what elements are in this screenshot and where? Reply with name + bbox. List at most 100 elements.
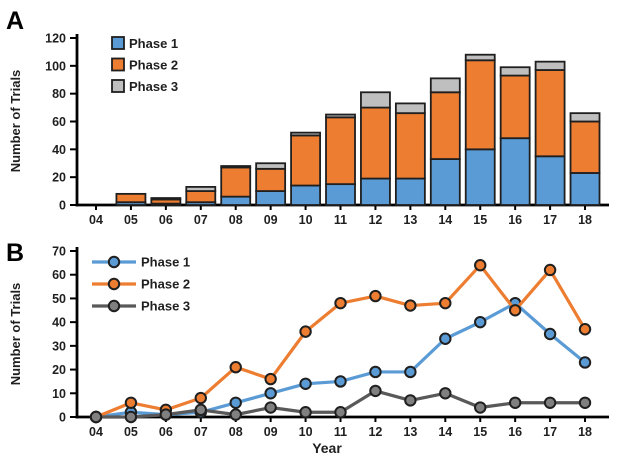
bar-segment — [255, 190, 287, 206]
data-point-marker — [229, 396, 242, 409]
legend-swatch — [111, 57, 125, 72]
data-point-marker — [369, 365, 382, 379]
legend-label: Phase 3 — [141, 299, 190, 314]
bar-segment — [185, 190, 217, 204]
bar-segment — [569, 172, 601, 206]
bar-segment — [185, 186, 217, 192]
x-tick-label: 10 — [299, 425, 313, 439]
bar-segment — [115, 192, 147, 204]
data-point-marker — [334, 296, 347, 310]
legend-marker — [107, 277, 121, 291]
bar-segment — [290, 131, 321, 137]
y-tick-label: 0 — [59, 199, 66, 213]
data-point-marker — [264, 387, 277, 400]
bar-segment — [325, 116, 356, 186]
x-tick-label: 06 — [159, 213, 173, 227]
data-point-marker — [439, 387, 452, 400]
data-point-marker — [508, 396, 522, 409]
data-point-marker — [229, 361, 242, 374]
x-tick-label: 16 — [508, 425, 522, 439]
bar-segment — [569, 112, 601, 123]
panel-a-y-axis-title: Number of Trials — [8, 69, 23, 173]
x-tick-label: 13 — [403, 425, 417, 439]
legend-swatch — [111, 79, 125, 93]
x-tick-label: 11 — [334, 425, 347, 439]
legend: Phase 1 Phase 2 Phase 3 — [92, 255, 190, 314]
data-point-marker — [124, 396, 138, 409]
x-tick-label: 10 — [299, 213, 313, 227]
data-point-marker — [299, 406, 312, 419]
x-tick-label: 15 — [473, 213, 487, 227]
bar-segment — [464, 59, 496, 151]
x-tick-label: 14 — [438, 213, 452, 227]
bar-segment — [569, 120, 601, 174]
x-tick-label: 07 — [194, 425, 208, 439]
data-point-marker — [439, 296, 452, 310]
bar-segment — [534, 69, 566, 158]
stacked-bars — [115, 53, 601, 206]
bar-segment — [499, 66, 531, 77]
x-tick-label: 07 — [194, 213, 208, 227]
data-point-marker — [439, 332, 452, 345]
legend-label: Phase 3 — [129, 79, 178, 94]
bar-segment — [464, 53, 496, 62]
y-tick-label: 40 — [52, 143, 66, 157]
data-point-marker — [508, 304, 522, 317]
bar-segment — [499, 137, 531, 206]
data-point-marker — [334, 375, 347, 388]
legend-label: Phase 1 — [141, 255, 190, 270]
x-tick-label: 08 — [229, 213, 243, 227]
panel-a-stacked-bar-chart: 0 20 40 60 80 100 120 04 05 06 07 08 09 10 11 12 13 14 15 1… — [45, 32, 609, 227]
x-tick-label: 13 — [403, 213, 417, 227]
y-tick-label: 60 — [52, 115, 66, 129]
data-point-marker — [194, 391, 207, 405]
x-tick-label: 06 — [159, 425, 173, 439]
bar-segment — [394, 102, 426, 115]
data-point-marker — [404, 365, 417, 379]
y-tick-label: 10 — [52, 387, 66, 401]
legend-label: Phase 2 — [129, 58, 178, 73]
panel-b-y-axis-title: Number of Trials — [8, 282, 23, 386]
data-point-marker — [124, 410, 138, 424]
legend-marker — [107, 255, 121, 269]
x-axis-title: Year — [312, 440, 342, 456]
x-tick-label: 17 — [543, 213, 557, 227]
x-tick-label: 04 — [89, 213, 103, 227]
bar-segment — [220, 165, 252, 169]
legend: Phase 1 Phase 2 Phase 3 — [111, 36, 178, 94]
bar-segment — [325, 113, 356, 119]
bar-segment — [150, 197, 182, 201]
y-tick-label: 0 — [59, 411, 66, 425]
bar-segment — [255, 162, 287, 170]
x-tick-label: 11 — [334, 213, 347, 227]
y-tick-label: 40 — [52, 316, 66, 330]
data-point-marker — [369, 289, 382, 303]
x-tick-label: 09 — [264, 213, 278, 227]
y-tick-label: 70 — [52, 245, 66, 259]
y-tick-label: 100 — [45, 59, 66, 73]
y-tick-label: 20 — [52, 363, 66, 377]
bar-segment — [255, 167, 287, 192]
bar-segment — [499, 74, 531, 140]
x-tick-label: 12 — [368, 213, 382, 227]
y-tick-label: 120 — [45, 32, 66, 46]
x-tick-label: 15 — [473, 425, 487, 439]
bar-segment — [290, 134, 321, 187]
y-tick-label: 60 — [52, 268, 66, 282]
bar-segment — [429, 91, 461, 160]
data-point-marker — [299, 377, 312, 391]
x-tick-label: 05 — [124, 213, 138, 227]
data-point-marker — [474, 315, 487, 329]
x-tick-label: 14 — [438, 425, 452, 439]
data-point-marker — [578, 396, 592, 409]
data-point-marker — [89, 410, 103, 424]
bar-segment — [464, 148, 496, 206]
bar-segment — [360, 106, 391, 180]
bar-segment — [360, 177, 391, 206]
x-tick-label: 18 — [578, 425, 592, 439]
x-tick-label: 09 — [264, 425, 278, 439]
legend-label: Phase 2 — [141, 277, 190, 292]
panel-b-line-chart: 0 10 20 30 40 50 60 70 04 05 06 07 08 09 10 11 12 13 14 15 1… — [52, 245, 609, 439]
bar-segment — [360, 91, 391, 109]
